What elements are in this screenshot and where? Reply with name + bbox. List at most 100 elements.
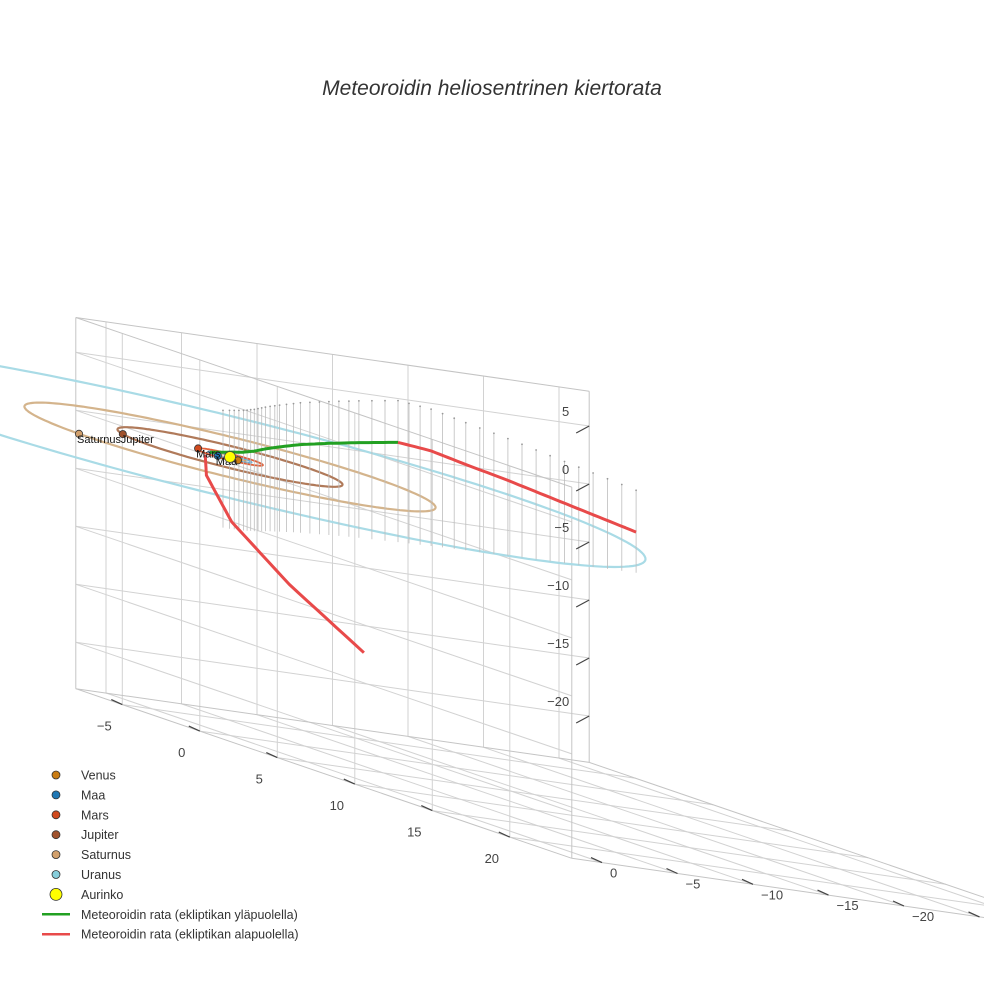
drop-line-tip [577, 466, 580, 469]
drop-line-tip [299, 401, 302, 404]
uranus-orbit [0, 365, 647, 569]
legend-item: Aurinko [49, 888, 123, 902]
back-wall-grid-line [75, 583, 590, 659]
mars-label: Mars [196, 448, 221, 460]
floor-grid-line [181, 703, 678, 874]
side-wall-grid-line [75, 583, 572, 755]
drop-line-tip [238, 409, 240, 412]
legend-label: Meteoroidin rata (ekliptikan yläpuolella… [81, 908, 298, 922]
chart-title: Meteoroidin heliosentrinen kiertorata [322, 77, 662, 100]
drop-line-tip [371, 399, 373, 402]
legend-item: Uranus [51, 868, 121, 882]
y-tick-label: −10 [761, 887, 783, 902]
y-tick-mark [892, 900, 905, 907]
legend-label: Meteoroidin rata (ekliptikan alapuolella… [81, 928, 298, 942]
jupiter-orbit [116, 426, 344, 488]
back-wall-grid-line [75, 351, 590, 427]
drop-line-tip [273, 404, 276, 407]
z-tick-mark [575, 541, 590, 550]
x-tick-label: 10 [330, 798, 344, 813]
drop-line-tip [358, 400, 360, 402]
z-tick-label: −15 [547, 636, 569, 651]
back-wall-grid-line [75, 525, 590, 601]
saturnus-label: Saturnus [77, 434, 122, 446]
x-tick-label: 15 [407, 825, 421, 840]
drop-line-tip [348, 400, 350, 402]
legend-label: Venus [81, 769, 116, 783]
drop-line-tip [549, 454, 551, 457]
drop-line-tip [242, 409, 245, 412]
saturnus-marker [75, 429, 84, 438]
legend-label: Aurinko [81, 888, 123, 902]
legend-label: Jupiter [81, 828, 119, 842]
axis-tick-labels: −505101520−30−25−20−15−10−50−20−15−10−50… [97, 404, 980, 924]
maa-marker [213, 451, 222, 460]
legend-label: Mars [81, 808, 109, 822]
drop-line-tip [493, 432, 495, 435]
floor-grid-line [509, 836, 984, 906]
drop-line-tip [249, 408, 252, 411]
box-edge [75, 688, 590, 763]
legend-item: Meteoroidin rata (ekliptikan yläpuolella… [42, 908, 298, 922]
z-tick-mark [575, 483, 590, 492]
drop-line-tip [246, 409, 249, 411]
z-tick-label: 0 [562, 462, 569, 477]
legend-marker-swatch [51, 790, 61, 800]
floor-grid-line [105, 692, 603, 864]
x-tick-mark [188, 725, 201, 732]
legend-label: Maa [81, 788, 105, 802]
y-tick-mark [666, 867, 678, 875]
drop-line-tip [592, 472, 594, 474]
side-wall-grid-line [75, 467, 572, 639]
saturnus-orbit [23, 401, 437, 513]
jupiter-label: Jupiter [121, 434, 154, 446]
drop-line-tip [328, 400, 330, 403]
sun-marker [224, 451, 236, 463]
z-tick-mark [575, 657, 590, 666]
box-edge [75, 317, 590, 392]
drop-line-tip [228, 409, 231, 412]
y-tick-label: −5 [686, 877, 701, 892]
floor-grid-line [558, 757, 984, 904]
drop-line-tip [269, 405, 271, 408]
drop-line-tip [635, 489, 637, 492]
x-tick-label: −5 [97, 719, 112, 734]
drop-line-tip [419, 405, 421, 408]
drop-line-tip [318, 401, 321, 403]
x-tick-mark [266, 752, 278, 759]
meteoroid-path-above [209, 440, 398, 454]
box-edge [75, 317, 572, 488]
drop-line-tip [441, 412, 444, 415]
z-tick-label: −10 [547, 578, 569, 593]
legend-marker-swatch [51, 830, 61, 840]
drop-line-tip [397, 399, 399, 402]
drop-line-tip [257, 407, 259, 410]
drop-line-tip [606, 477, 609, 480]
z-tick-mark [575, 425, 590, 434]
drop-line-tip [478, 427, 481, 429]
drop-line-tip [521, 443, 523, 446]
y-tick-mark [817, 889, 829, 896]
x-tick-label: 5 [256, 772, 263, 787]
y-tick-label: −20 [912, 909, 934, 924]
floor-grid-line [332, 725, 829, 896]
legend-item: Maa [51, 788, 105, 802]
meteoroid-path-below [397, 440, 637, 534]
drop-line-tip [338, 400, 340, 403]
legend-item: Meteoroidin rata (ekliptikan alapuolella… [42, 928, 298, 942]
drop-line-tip [507, 437, 509, 440]
legend-item: Saturnus [51, 848, 131, 862]
box-edge [75, 688, 572, 859]
legend-item: Jupiter [51, 828, 119, 842]
drop-line-tip [408, 402, 410, 405]
side-wall-grid-line [75, 641, 572, 813]
z-tick-mark [575, 715, 590, 724]
legend-label: Uranus [81, 868, 121, 882]
legend-sun-swatch [49, 888, 63, 901]
drop-line-tip [292, 402, 295, 405]
z-tick-label: −20 [547, 694, 569, 709]
x-tick-label: 0 [178, 745, 185, 760]
legend-marker-swatch [51, 850, 61, 859]
drop-line-tip [233, 409, 236, 412]
